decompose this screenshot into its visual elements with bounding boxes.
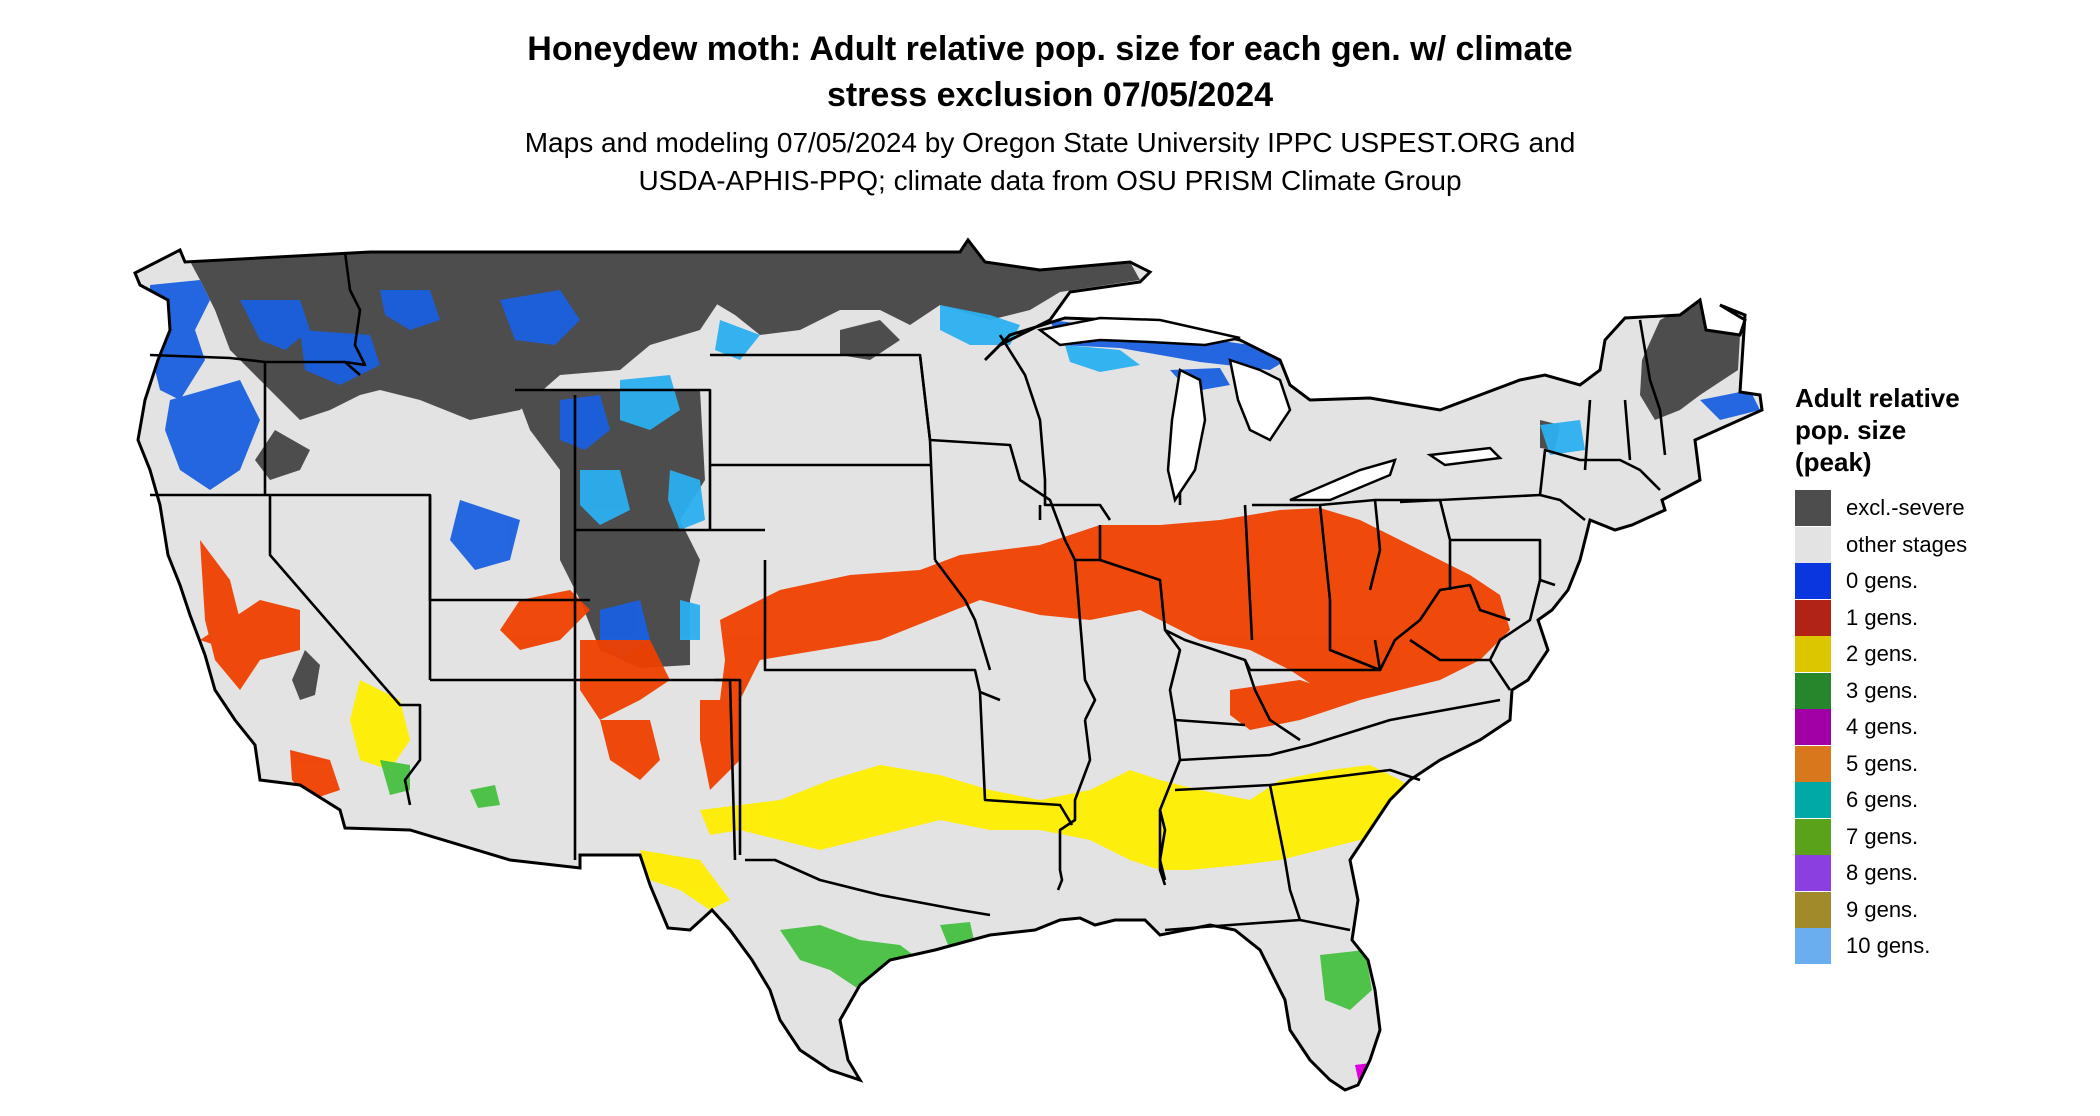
legend-label: 6 gens. [1846, 787, 1919, 813]
map-title-line-2: stress exclusion 07/05/2024 [826, 76, 1274, 114]
legend-item: 8 gens. [1795, 855, 2085, 892]
lake-erie [1289, 458, 1397, 502]
legend-label: 3 gens. [1846, 677, 1919, 703]
legend-item: 4 gens. [1795, 709, 2085, 746]
legend-swatch [1795, 855, 1831, 892]
lake-huron [1228, 358, 1292, 442]
legend-label: 2 gens. [1846, 641, 1919, 667]
legend-label: 10 gens. [1846, 933, 1931, 959]
legend-label: 7 gens. [1846, 823, 1919, 849]
map-title: Honeydew moth: Adult relative pop. size … [0, 26, 2100, 118]
map-title-line-1: Honeydew moth: Adult relative pop. size … [527, 30, 1573, 68]
legend-swatch [1795, 928, 1831, 965]
legend-item: 7 gens. [1795, 818, 2085, 856]
four-gen-regions [870, 1050, 1378, 1088]
legend-item: other stages [1795, 526, 2085, 564]
legend-item: 1 gens. [1795, 599, 2085, 637]
legend-item: excl.-severe [1795, 490, 2085, 527]
one-gen-regions [200, 508, 1510, 800]
legend-swatch [1795, 818, 1831, 855]
legend-item: 2 gens. [1795, 636, 2085, 673]
lake-superior [1037, 316, 1241, 347]
legend-item: 10 gens. [1795, 928, 2085, 965]
legend-item: 9 gens. [1795, 891, 2085, 929]
legend-swatch [1795, 782, 1831, 819]
us-outline [133, 237, 1764, 1092]
legend-item: 0 gens. [1795, 563, 2085, 600]
legend-label: excl.-severe [1846, 495, 1965, 521]
legend-label: 4 gens. [1846, 714, 1919, 740]
legend-swatch [1795, 563, 1831, 600]
legend-label: 8 gens. [1846, 860, 1919, 886]
legend-swatch [1795, 709, 1831, 746]
lake-michigan [1166, 368, 1207, 504]
legend-swatch [1795, 599, 1831, 636]
legend-items: excl.-severe other stages 0 gens. 1 gens. 2 … [1795, 490, 2085, 965]
legend-item: 3 gens. [1795, 672, 2085, 710]
legend-swatch [1795, 891, 1831, 928]
legend-item: 5 gens. [1795, 745, 2085, 783]
map-subtitle: Maps and modeling 07/05/2024 by Oregon S… [0, 124, 2100, 200]
map-legend: Adult relative pop. size (peak) excl.-se… [1795, 382, 2085, 965]
map-subtitle-line-1: Maps and modeling 07/05/2024 by Oregon S… [524, 127, 1576, 158]
state-borders [149, 251, 1667, 932]
legend-title-line-3: (peak) [1795, 447, 1872, 477]
legend-title-line-2: pop. size [1795, 415, 1907, 445]
legend-label: 5 gens. [1846, 750, 1919, 776]
legend-label: 0 gens. [1846, 568, 1919, 594]
legend-swatch [1795, 745, 1831, 782]
legend-label: 1 gens. [1846, 604, 1919, 630]
legend-swatch [1795, 672, 1831, 709]
map-subtitle-line-2: USDA-APHIS-PPQ; climate data from OSU PR… [638, 165, 1462, 196]
map-layer [133, 237, 1764, 1092]
legend-title-line-1: Adult relative [1795, 383, 1960, 413]
legend-label: 9 gens. [1846, 896, 1919, 922]
legend-swatch [1795, 490, 1831, 527]
legend-swatch [1795, 526, 1831, 563]
legend-item: 6 gens. [1795, 782, 2085, 819]
legend-label: other stages [1846, 531, 1968, 557]
us-land-base [135, 240, 1762, 1090]
legend-swatch [1795, 636, 1831, 673]
legend-title: Adult relative pop. size (peak) [1795, 382, 2085, 478]
great-lakes [1037, 316, 1503, 504]
lake-ontario [1426, 446, 1503, 467]
two-gen-regions [350, 680, 1430, 910]
